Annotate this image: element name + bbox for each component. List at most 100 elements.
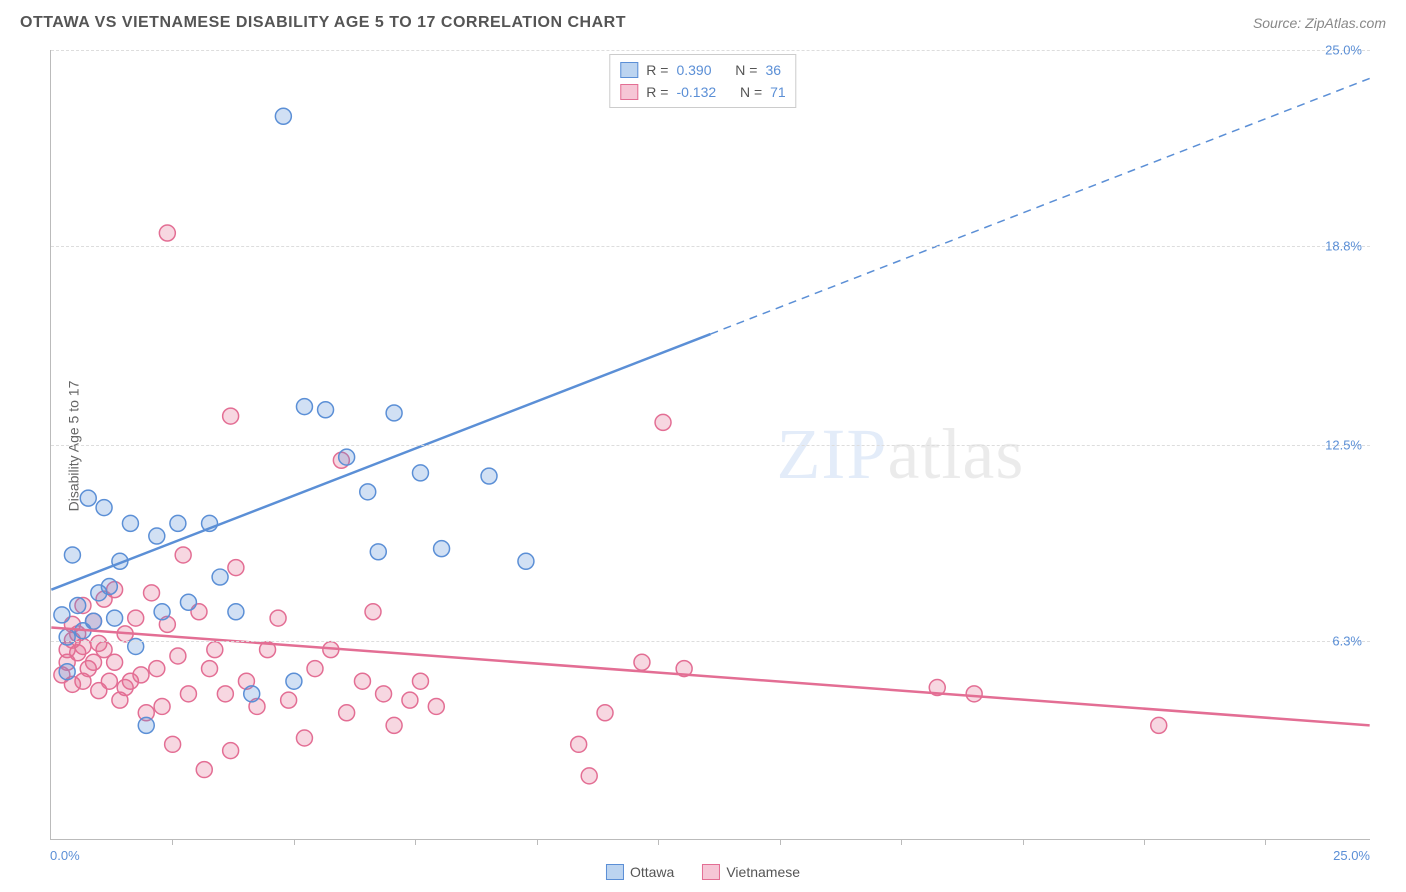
data-point: [518, 553, 534, 569]
data-point: [307, 661, 323, 677]
data-point: [180, 686, 196, 702]
data-point: [59, 654, 75, 670]
x-tick: [537, 839, 538, 845]
data-point: [75, 673, 91, 689]
x-tick: [658, 839, 659, 845]
r-value-ottawa: 0.390: [676, 59, 711, 81]
data-point: [59, 664, 75, 680]
gridline-h: [51, 246, 1370, 247]
data-point: [1151, 717, 1167, 733]
data-point: [70, 597, 86, 613]
scatter-plot-area: ZIPatlas 6.3%12.5%18.8%25.0%: [50, 50, 1370, 840]
x-tick: [1265, 839, 1266, 845]
data-point: [107, 610, 123, 626]
data-point: [86, 654, 102, 670]
data-point: [428, 698, 444, 714]
data-point: [228, 560, 244, 576]
legend-label-vietnamese: Vietnamese: [726, 864, 800, 880]
x-tick: [415, 839, 416, 845]
series-legend: Ottawa Vietnamese: [606, 864, 800, 880]
data-point: [360, 484, 376, 500]
data-point: [80, 661, 96, 677]
data-point: [91, 635, 107, 651]
data-point: [966, 686, 982, 702]
data-point: [191, 604, 207, 620]
data-point: [154, 698, 170, 714]
trend-line: [51, 334, 710, 590]
data-point: [202, 515, 218, 531]
x-max-label: 25.0%: [1333, 848, 1370, 863]
data-point: [64, 547, 80, 563]
swatch-vietnamese: [620, 84, 638, 100]
data-point: [117, 626, 133, 642]
n-value-ottawa: 36: [765, 59, 781, 81]
data-point: [149, 661, 165, 677]
x-tick: [1144, 839, 1145, 845]
data-point: [286, 673, 302, 689]
data-point: [386, 717, 402, 733]
data-point: [318, 402, 334, 418]
data-point: [64, 616, 80, 632]
data-point: [122, 673, 138, 689]
data-point: [91, 585, 107, 601]
x-tick: [1023, 839, 1024, 845]
legend-row-ottawa: R = 0.390 N = 36: [620, 59, 785, 81]
data-point: [112, 553, 128, 569]
data-point: [260, 642, 276, 658]
data-point: [365, 604, 381, 620]
data-point: [412, 465, 428, 481]
data-point: [223, 743, 239, 759]
data-point: [101, 673, 117, 689]
data-point: [64, 676, 80, 692]
data-point: [270, 610, 286, 626]
data-point: [196, 762, 212, 778]
data-point: [91, 683, 107, 699]
data-point: [59, 642, 75, 658]
data-point: [296, 730, 312, 746]
data-point: [339, 449, 355, 465]
data-point: [75, 623, 91, 639]
r-prefix: R =: [646, 59, 668, 81]
chart-header: OTTAWA VS VIETNAMESE DISABILITY AGE 5 TO…: [20, 14, 1386, 32]
data-point: [154, 604, 170, 620]
data-point: [138, 717, 154, 733]
data-point: [333, 452, 349, 468]
data-point: [117, 680, 133, 696]
trend-line-extrapolated: [711, 78, 1370, 334]
data-point: [249, 698, 265, 714]
data-point: [223, 408, 239, 424]
data-point: [296, 399, 312, 415]
data-point: [70, 626, 86, 642]
watermark-atlas: atlas: [887, 414, 1024, 494]
swatch-icon: [606, 864, 624, 880]
gridline-h: [51, 641, 1370, 642]
data-point: [571, 736, 587, 752]
data-point: [86, 613, 102, 629]
data-point: [70, 645, 86, 661]
data-point: [202, 661, 218, 677]
data-point: [170, 648, 186, 664]
x-tick: [901, 839, 902, 845]
legend-label-ottawa: Ottawa: [630, 864, 674, 880]
data-point: [159, 616, 175, 632]
data-point: [634, 654, 650, 670]
data-point: [107, 654, 123, 670]
data-point: [228, 604, 244, 620]
data-point: [434, 541, 450, 557]
data-point: [159, 225, 175, 241]
x-axis-end-labels: 0.0% 25.0%: [50, 848, 1370, 863]
data-point: [96, 500, 112, 516]
data-point: [597, 705, 613, 721]
chart-title: OTTAWA VS VIETNAMESE DISABILITY AGE 5 TO…: [20, 14, 626, 32]
swatch-icon: [702, 864, 720, 880]
r-prefix: R =: [646, 81, 668, 103]
watermark-zip: ZIP: [776, 414, 887, 494]
x-tick: [780, 839, 781, 845]
data-point: [54, 667, 70, 683]
data-point: [128, 610, 144, 626]
trend-line: [51, 628, 1369, 726]
data-point: [144, 585, 160, 601]
x-tick: [172, 839, 173, 845]
r-value-vietnamese: -0.132: [676, 81, 716, 103]
y-tick-label: 12.5%: [1325, 438, 1362, 453]
